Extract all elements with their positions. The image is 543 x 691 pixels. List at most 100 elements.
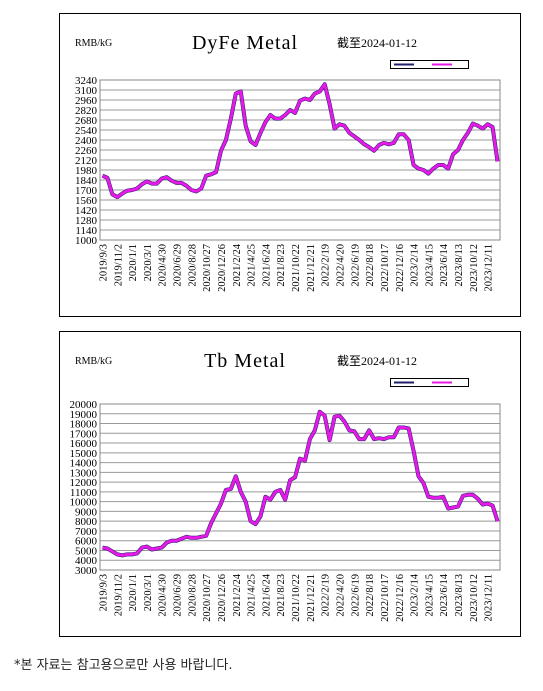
plot-border — [99, 79, 501, 241]
date-note: 截至2024-01-12 — [337, 354, 417, 368]
y-tick-label: 6000 — [75, 536, 98, 548]
x-tick-label: 2020/1/1 — [128, 244, 139, 281]
x-tick-label: 2021/10/22 — [291, 244, 302, 292]
x-tick-label: 2023/4/15 — [424, 574, 435, 617]
x-tick-label: 2022/2/19 — [321, 244, 332, 287]
y-tick-label: 11000 — [70, 487, 98, 499]
x-tick-label: 2021/4/25 — [247, 574, 258, 617]
chart-frame — [59, 331, 521, 637]
unit-label: RMB/kG — [75, 38, 112, 49]
y-tick-label: 1840 — [75, 175, 98, 187]
x-tick-label: 2020/3/1 — [143, 244, 154, 281]
x-tick-label: 2020/8/28 — [187, 244, 198, 287]
x-tick-label: 2019/9/3 — [98, 244, 109, 281]
x-tick-label: 2021/12/21 — [306, 574, 317, 622]
y-tick-label: 4000 — [75, 555, 98, 567]
y-tick-label: 1140 — [75, 225, 97, 237]
x-tick-label: 2022/6/19 — [350, 574, 361, 617]
x-tick-label: 2023/4/15 — [424, 244, 435, 287]
y-tick-label: 18000 — [70, 419, 98, 431]
x-tick-label: 2020/10/27 — [202, 574, 213, 622]
x-tick-label: 2023/6/14 — [439, 573, 450, 616]
x-tick-label: 2019/9/3 — [98, 574, 109, 611]
y-tick-label: 2120 — [75, 155, 98, 167]
series-line — [101, 82, 500, 199]
x-tick-label: 2021/12/21 — [306, 244, 317, 292]
x-tick-label: 2020/10/27 — [202, 244, 213, 292]
y-tick-label: 2820 — [75, 105, 98, 117]
chart-title: DyFe Metal — [192, 32, 298, 54]
x-tick-label: 2023/8/13 — [454, 574, 465, 617]
x-tick-label: 2020/12/26 — [217, 574, 228, 622]
y-tick-label: 5000 — [75, 545, 98, 557]
x-tick-label: 2023/2/14 — [410, 243, 421, 286]
x-tick-label: 2020/4/30 — [158, 244, 169, 287]
x-tick-label: 2022/12/16 — [395, 574, 406, 622]
x-tick-label: 2023/10/12 — [469, 244, 480, 292]
x-tick-label: 2021/2/24 — [232, 243, 243, 286]
y-tick-label: 3000 — [75, 565, 98, 577]
charts: DyFe Metal RMB/kG 截至2024-01-12 100011401280… — [59, 13, 521, 637]
y-tick-label: 13000 — [70, 467, 98, 479]
unit-label: RMB/kG — [75, 356, 112, 367]
y-tick-label: 14000 — [70, 458, 98, 470]
y-tick-label: 10000 — [70, 497, 98, 509]
x-tick-label: 2020/6/29 — [173, 574, 184, 617]
legend-box — [390, 60, 469, 69]
x-tick-label: 2023/10/12 — [469, 574, 480, 622]
x-tick-label: 2022/8/18 — [365, 574, 376, 617]
x-tick-label: 2021/2/24 — [232, 573, 243, 616]
y-tick-label: 3240 — [75, 75, 98, 87]
y-tick-label: 1980 — [75, 165, 98, 177]
plot-border — [99, 403, 501, 571]
x-tick-label: 2022/10/17 — [380, 244, 391, 292]
x-tick-label: 2021/8/23 — [276, 574, 287, 617]
y-tick-label: 3100 — [75, 85, 98, 97]
y-tick-label: 2260 — [75, 145, 98, 157]
x-tick-label: 2020/8/28 — [187, 574, 198, 617]
x-tick-label: 2019/11/2 — [113, 244, 124, 286]
x-tick-label: 2020/3/1 — [143, 574, 154, 611]
x-tick-label: 2023/6/14 — [439, 243, 450, 286]
x-tick-label: 2020/4/30 — [158, 574, 169, 617]
y-tick-label: 19000 — [70, 409, 98, 421]
x-tick-label: 2023/8/13 — [454, 244, 465, 287]
y-tick-label: 2960 — [75, 95, 98, 107]
x-tick-label: 2021/6/24 — [261, 573, 272, 616]
x-tick-label: 2021/8/23 — [276, 244, 287, 287]
x-tick-label: 2020/6/29 — [173, 244, 184, 287]
date-note: 截至2024-01-12 — [337, 36, 417, 50]
y-tick-label: 12000 — [70, 477, 98, 489]
y-tick-label: 7000 — [75, 526, 98, 538]
y-tick-label: 1000 — [75, 235, 98, 247]
y-tick-label: 17000 — [70, 428, 98, 440]
x-tick-label: 2022/2/19 — [321, 574, 332, 617]
y-tick-label: 1560 — [75, 195, 98, 207]
x-tick-label: 2022/8/18 — [365, 244, 376, 287]
y-tick-label: 15000 — [70, 448, 98, 460]
y-tick-label: 16000 — [70, 438, 98, 450]
x-tick-label: 2023/12/11 — [484, 244, 495, 291]
x-tick-label: 2019/11/2 — [113, 574, 124, 616]
x-tick-label: 2021/10/22 — [291, 574, 302, 622]
x-tick-label: 2023/12/11 — [484, 574, 495, 621]
x-tick-label: 2020/12/26 — [217, 244, 228, 292]
y-tick-label: 8000 — [75, 516, 98, 528]
x-tick-label: 2022/4/20 — [336, 574, 347, 617]
y-tick-label: 1420 — [75, 205, 98, 217]
x-tick-label: 2021/4/25 — [247, 244, 258, 287]
y-tick-label: 9000 — [75, 506, 98, 518]
y-tick-label: 1280 — [75, 215, 98, 227]
legend-box — [390, 378, 469, 387]
y-tick-label: 20000 — [70, 399, 98, 411]
x-tick-label: 2022/10/17 — [380, 574, 391, 622]
y-tick-label: 2400 — [75, 135, 98, 147]
chart-title: Tb Metal — [204, 350, 286, 372]
y-tick-label: 1700 — [75, 185, 98, 197]
x-tick-label: 2022/4/20 — [336, 244, 347, 287]
series-line — [102, 410, 499, 557]
x-tick-label: 2023/2/14 — [410, 573, 421, 616]
x-tick-label: 2022/12/16 — [395, 244, 406, 292]
y-tick-label: 2680 — [75, 115, 98, 127]
